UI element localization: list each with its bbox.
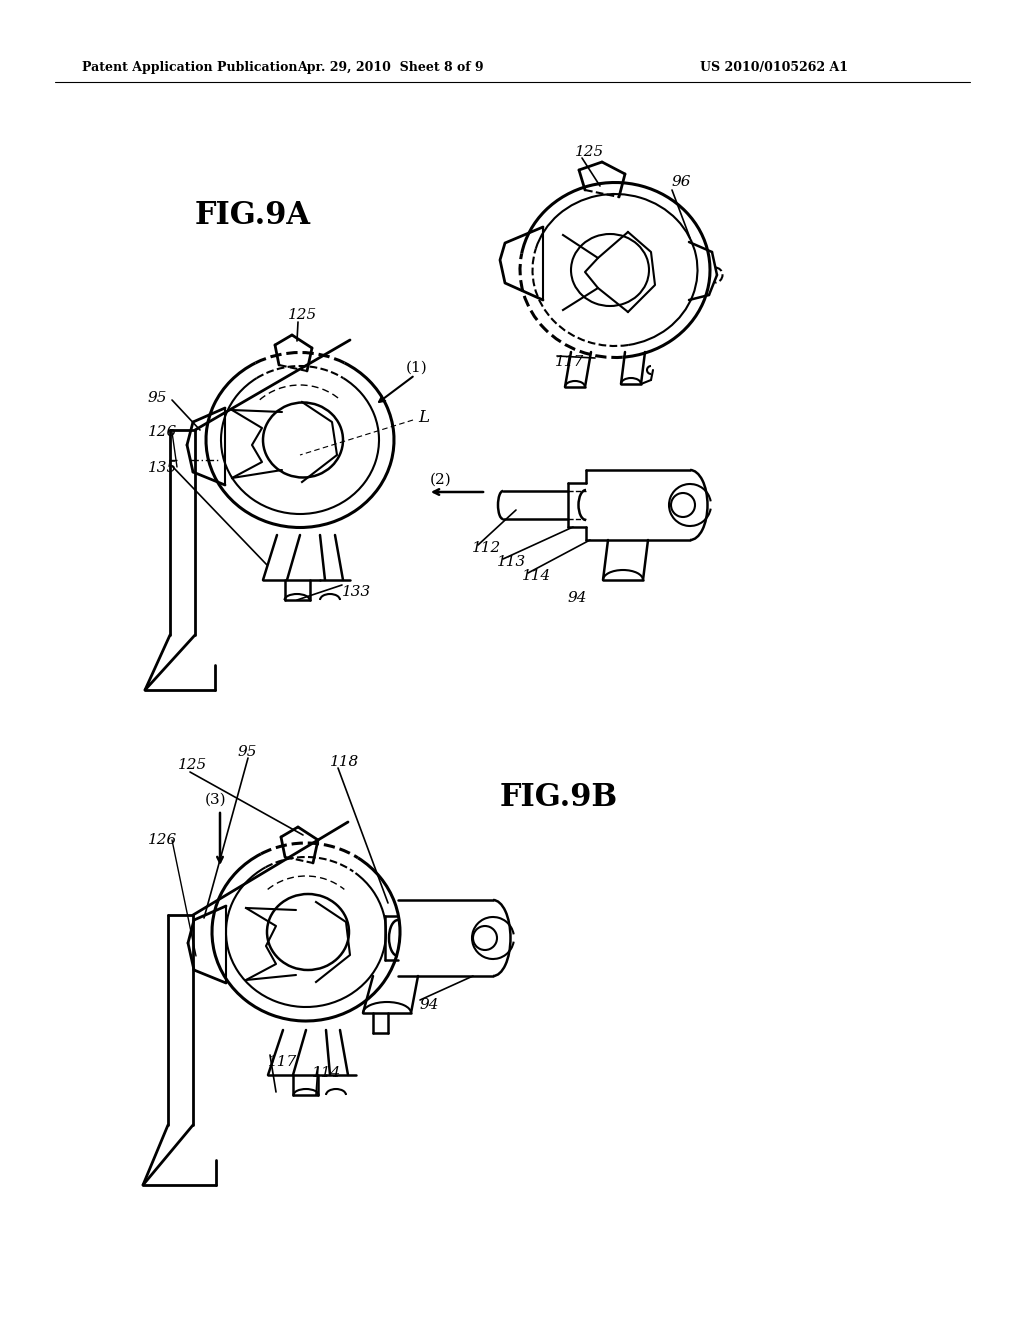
Text: 126: 126 [148, 833, 177, 847]
Text: 112: 112 [472, 541, 502, 554]
Text: 114: 114 [522, 569, 551, 583]
Text: 95: 95 [148, 391, 168, 405]
Text: 117: 117 [268, 1055, 297, 1069]
Text: (1): (1) [406, 360, 428, 375]
Text: Apr. 29, 2010  Sheet 8 of 9: Apr. 29, 2010 Sheet 8 of 9 [297, 62, 483, 74]
Text: L: L [418, 409, 429, 426]
Text: 133: 133 [342, 585, 372, 599]
Text: 125: 125 [178, 758, 207, 772]
Text: (2): (2) [430, 473, 452, 487]
Text: 117: 117 [555, 355, 585, 370]
Text: 94: 94 [420, 998, 439, 1012]
Text: 125: 125 [575, 145, 604, 158]
Text: (3): (3) [205, 793, 226, 807]
Text: 135: 135 [148, 461, 177, 475]
Text: FIG.9A: FIG.9A [195, 199, 311, 231]
Text: 95: 95 [238, 744, 257, 759]
Text: US 2010/0105262 A1: US 2010/0105262 A1 [700, 62, 848, 74]
Text: FIG.9B: FIG.9B [500, 783, 618, 813]
Text: 118: 118 [330, 755, 359, 770]
Text: 94: 94 [568, 591, 588, 605]
Text: 125: 125 [288, 308, 317, 322]
Text: 96: 96 [672, 176, 691, 189]
Text: Patent Application Publication: Patent Application Publication [82, 62, 298, 74]
Text: 126: 126 [148, 425, 177, 440]
Text: 114: 114 [312, 1067, 341, 1080]
Text: 113: 113 [497, 554, 526, 569]
